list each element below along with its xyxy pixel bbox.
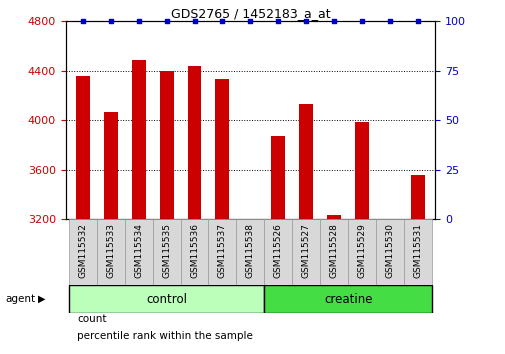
- Point: [386, 18, 394, 24]
- Text: control: control: [146, 293, 187, 306]
- Bar: [69, 219, 96, 285]
- Bar: [320, 219, 348, 285]
- Bar: [355, 121, 369, 219]
- Bar: [376, 219, 403, 285]
- Bar: [348, 219, 376, 285]
- Bar: [124, 219, 152, 285]
- Title: GDS2765 / 1452183_a_at: GDS2765 / 1452183_a_at: [170, 7, 330, 20]
- Point: [162, 18, 170, 24]
- Point: [190, 18, 198, 24]
- Bar: [75, 76, 89, 219]
- Bar: [69, 285, 264, 313]
- Bar: [271, 136, 285, 219]
- Text: agent: agent: [5, 294, 35, 304]
- Bar: [208, 219, 236, 285]
- Text: GSM115538: GSM115538: [245, 223, 255, 278]
- Bar: [152, 219, 180, 285]
- Bar: [299, 104, 313, 219]
- Bar: [327, 215, 341, 219]
- Bar: [159, 71, 173, 219]
- Point: [134, 18, 142, 24]
- Text: GSM115533: GSM115533: [106, 223, 115, 278]
- Point: [106, 18, 114, 24]
- Bar: [236, 219, 264, 285]
- Point: [246, 18, 254, 24]
- Point: [218, 18, 226, 24]
- Bar: [411, 175, 425, 219]
- Text: GSM115528: GSM115528: [329, 223, 338, 278]
- Text: ▶: ▶: [38, 294, 45, 304]
- Text: GSM115527: GSM115527: [301, 223, 310, 278]
- Point: [414, 18, 422, 24]
- Text: GSM115536: GSM115536: [190, 223, 198, 278]
- Point: [330, 18, 338, 24]
- Bar: [403, 219, 431, 285]
- Text: GSM115535: GSM115535: [162, 223, 171, 278]
- Bar: [187, 66, 201, 219]
- Text: count: count: [77, 314, 106, 324]
- Text: creatine: creatine: [324, 293, 372, 306]
- Bar: [180, 219, 208, 285]
- Bar: [96, 219, 124, 285]
- Bar: [264, 285, 431, 313]
- Bar: [264, 219, 292, 285]
- Point: [78, 18, 86, 24]
- Point: [274, 18, 282, 24]
- Text: GSM115529: GSM115529: [357, 223, 366, 278]
- Text: GSM115526: GSM115526: [273, 223, 282, 278]
- Bar: [292, 219, 320, 285]
- Text: GSM115530: GSM115530: [385, 223, 394, 278]
- Point: [302, 18, 310, 24]
- Bar: [104, 112, 117, 219]
- Text: percentile rank within the sample: percentile rank within the sample: [77, 331, 252, 341]
- Text: GSM115532: GSM115532: [78, 223, 87, 278]
- Bar: [131, 59, 145, 219]
- Bar: [215, 79, 229, 219]
- Text: GSM115537: GSM115537: [218, 223, 227, 278]
- Text: GSM115534: GSM115534: [134, 223, 143, 278]
- Point: [358, 18, 366, 24]
- Text: GSM115531: GSM115531: [413, 223, 422, 278]
